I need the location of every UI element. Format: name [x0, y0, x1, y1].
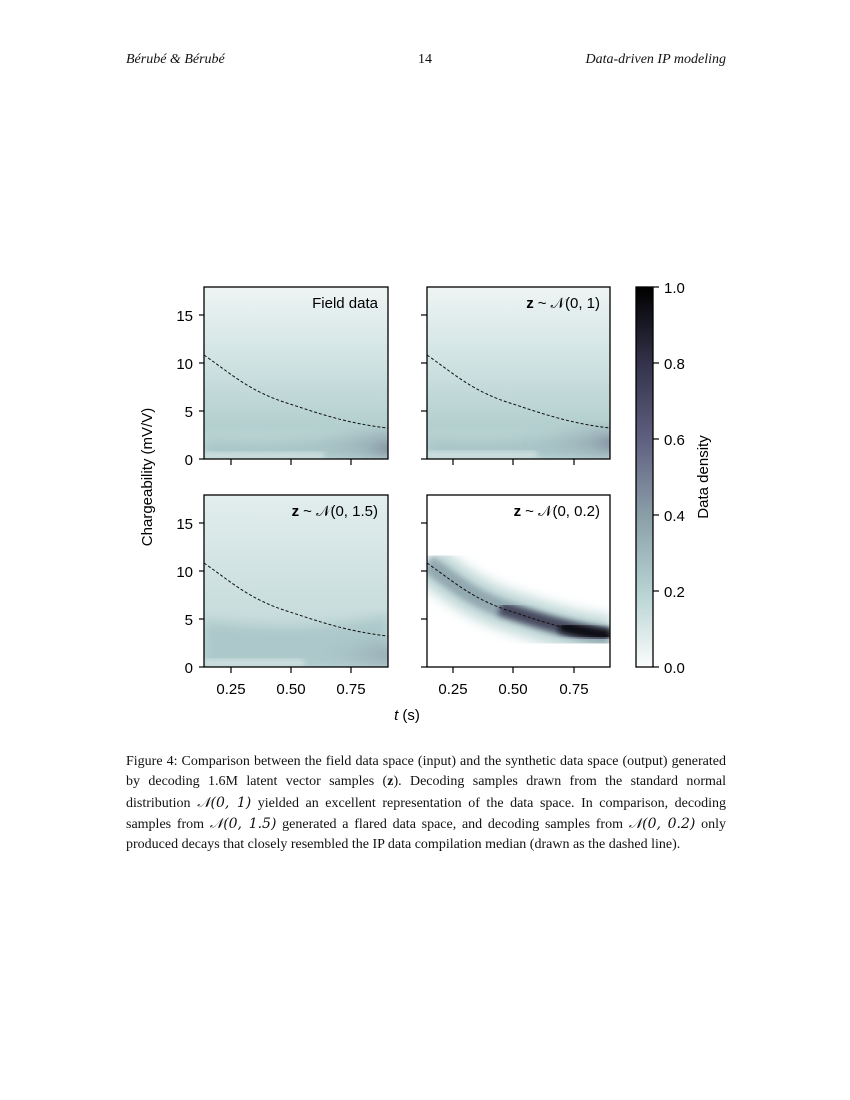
ytick-5: 5 [185, 612, 193, 629]
ytick-10: 10 [176, 356, 193, 373]
xtick-025: 0.25 [216, 681, 245, 698]
ytick-0: 0 [185, 452, 193, 469]
xtick-050: 0.50 [498, 681, 527, 698]
ytick-0: 0 [185, 660, 193, 677]
median-dashed-line [204, 354, 388, 429]
panel-field-data: Field data 0 5 10 15 [176, 286, 389, 469]
median-dashed-line [204, 562, 388, 637]
cbar-tick-02: 0.2 [664, 584, 685, 601]
running-head-title: Data-driven IP modeling [585, 52, 727, 67]
colorbar: 0.0 0.2 0.4 0.6 0.8 1.0 Data density [635, 280, 712, 677]
panel-n-0-0-2: z ~ 𝒩(0, 0.2) 0.25 0.50 0.75 [421, 494, 611, 698]
ytick-15: 15 [176, 516, 193, 533]
median-dashed-line [427, 562, 610, 637]
panel-n-0-1: z ~ 𝒩(0, 1) [421, 286, 611, 465]
cbar-tick-04: 0.4 [664, 508, 685, 525]
panel-title-n002: z ~ 𝒩(0, 0.2) [514, 503, 600, 520]
median-dashed-line [427, 354, 610, 429]
xtick-075: 0.75 [336, 681, 365, 698]
colorbar-label: Data density [695, 435, 712, 519]
panel-title-n015: z ~ 𝒩(0, 1.5) [292, 503, 378, 520]
y-axis-label: Chargeability (mV/V) [139, 408, 156, 546]
cbar-tick-08: 0.8 [664, 356, 685, 373]
cbar-tick-10: 1.0 [664, 280, 685, 297]
ytick-15: 15 [176, 308, 193, 325]
xtick-075: 0.75 [559, 681, 588, 698]
xtick-025: 0.25 [438, 681, 467, 698]
panel-title-n01: z ~ 𝒩(0, 1) [526, 295, 600, 312]
cbar-tick-06: 0.6 [664, 432, 685, 449]
cbar-tick-0: 0.0 [664, 660, 685, 677]
panel-title-field: Field data [312, 295, 379, 312]
x-axis-label: t (s) [394, 707, 420, 724]
page-number: 14 [418, 52, 432, 67]
caption-label: Figure 4: [126, 754, 178, 769]
running-head-authors: Bérubé & Bérubé [126, 52, 225, 67]
ytick-10: 10 [176, 564, 193, 581]
xtick-050: 0.50 [276, 681, 305, 698]
figure-caption: Figure 4: Comparison between the field d… [126, 754, 726, 853]
ytick-5: 5 [185, 404, 193, 421]
panel-n-0-1-5: z ~ 𝒩(0, 1.5) 0 5 10 15 0.25 0.50 0.75 [176, 494, 389, 698]
